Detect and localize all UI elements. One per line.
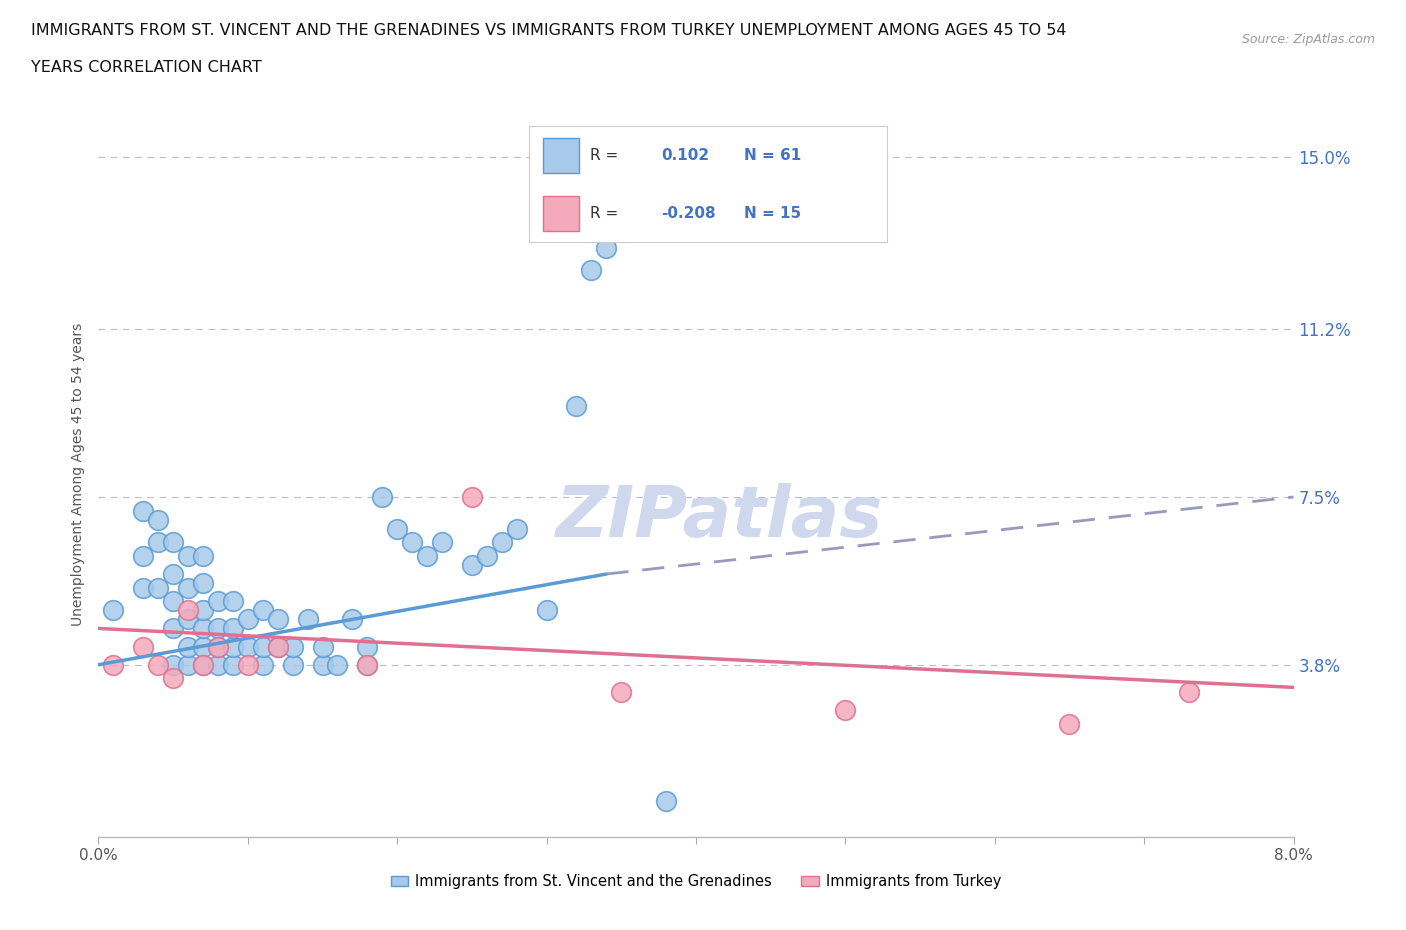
Y-axis label: Unemployment Among Ages 45 to 54 years: Unemployment Among Ages 45 to 54 years — [72, 323, 86, 626]
Point — [177, 612, 200, 627]
Point — [565, 399, 588, 414]
Point — [506, 521, 529, 536]
Point — [371, 489, 394, 504]
Point — [222, 621, 245, 636]
Point — [222, 658, 245, 672]
Point — [430, 535, 453, 550]
Point — [1059, 716, 1081, 731]
Point — [267, 612, 290, 627]
Point — [207, 621, 229, 636]
Point — [177, 549, 200, 564]
Point — [162, 594, 184, 609]
Point — [103, 658, 125, 672]
Point — [342, 612, 364, 627]
Point — [252, 658, 274, 672]
Point — [385, 521, 409, 536]
Point — [356, 658, 378, 672]
Point — [191, 603, 214, 618]
Point — [177, 580, 200, 595]
Point — [132, 639, 155, 654]
Point — [236, 658, 259, 672]
Point — [177, 603, 200, 618]
Point — [297, 612, 319, 627]
Point — [103, 603, 125, 618]
Point — [610, 684, 633, 699]
Point — [311, 658, 333, 672]
Point — [356, 658, 378, 672]
Point — [491, 535, 513, 550]
Point — [475, 549, 498, 564]
Point — [311, 639, 333, 654]
Point — [191, 621, 214, 636]
Point — [191, 549, 214, 564]
Text: YEARS CORRELATION CHART: YEARS CORRELATION CHART — [31, 60, 262, 75]
Point — [834, 703, 856, 718]
Point — [162, 658, 184, 672]
Point — [461, 558, 484, 573]
Point — [401, 535, 423, 550]
Text: Source: ZipAtlas.com: Source: ZipAtlas.com — [1241, 33, 1375, 46]
Point — [655, 793, 678, 808]
Point — [236, 639, 259, 654]
Point — [162, 535, 184, 550]
Point — [267, 639, 290, 654]
Point — [581, 263, 603, 278]
Point — [162, 566, 184, 581]
Point — [281, 658, 304, 672]
Point — [595, 240, 617, 255]
Point — [162, 671, 184, 685]
Point — [252, 603, 274, 618]
Point — [132, 503, 155, 518]
Point — [191, 658, 214, 672]
Point — [356, 639, 378, 654]
Legend: Immigrants from St. Vincent and the Grenadines, Immigrants from Turkey: Immigrants from St. Vincent and the Gren… — [385, 869, 1007, 895]
Point — [148, 580, 170, 595]
Point — [267, 639, 290, 654]
Point — [222, 594, 245, 609]
Point — [536, 603, 558, 618]
Point — [207, 594, 229, 609]
Point — [326, 658, 349, 672]
Text: IMMIGRANTS FROM ST. VINCENT AND THE GRENADINES VS IMMIGRANTS FROM TURKEY UNEMPLO: IMMIGRANTS FROM ST. VINCENT AND THE GREN… — [31, 23, 1066, 38]
Point — [191, 658, 214, 672]
Point — [222, 639, 245, 654]
Point — [207, 639, 229, 654]
Text: ZIPatlas: ZIPatlas — [557, 484, 883, 552]
Point — [281, 639, 304, 654]
Point — [148, 512, 170, 527]
Point — [207, 658, 229, 672]
Point — [416, 549, 439, 564]
Point — [177, 639, 200, 654]
Point — [148, 658, 170, 672]
Point — [132, 580, 155, 595]
Point — [207, 639, 229, 654]
Point — [252, 639, 274, 654]
Point — [461, 489, 484, 504]
Point — [236, 612, 259, 627]
Point — [148, 535, 170, 550]
Point — [162, 621, 184, 636]
Point — [1178, 684, 1201, 699]
Point — [191, 576, 214, 591]
Point — [191, 639, 214, 654]
Point — [177, 658, 200, 672]
Point — [132, 549, 155, 564]
